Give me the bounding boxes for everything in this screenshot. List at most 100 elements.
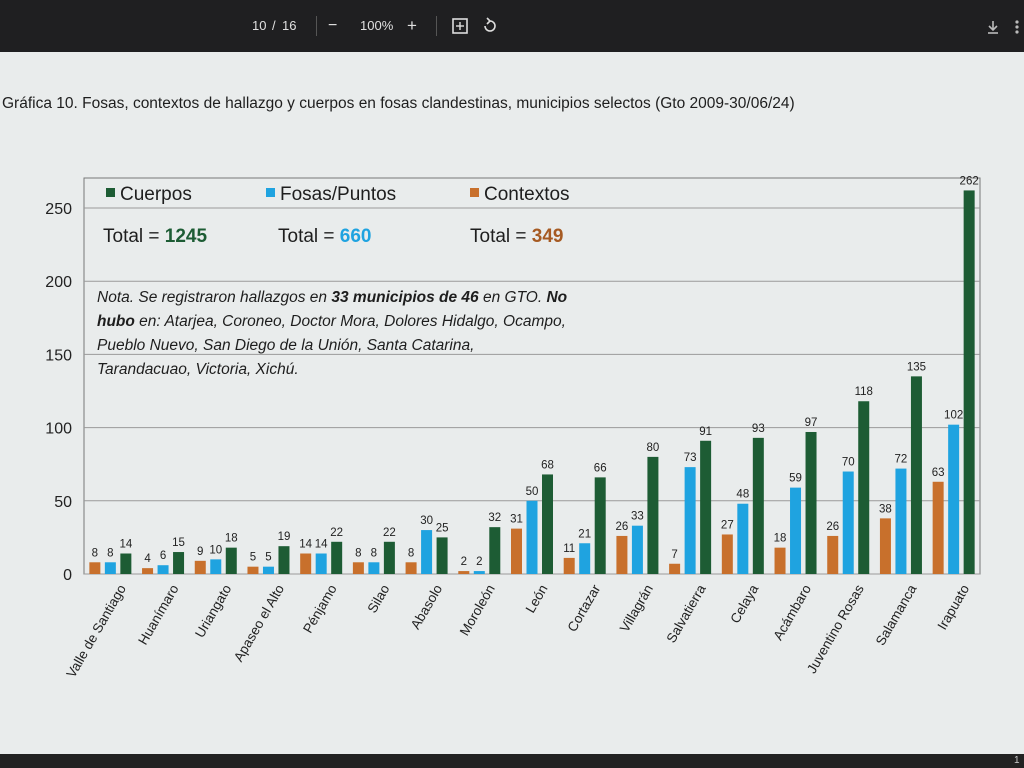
bar-fosas-puntos [526, 500, 538, 574]
data-label: 14 [119, 539, 132, 551]
bar-fosas-puntos [579, 543, 591, 574]
data-label: 9 [197, 546, 203, 558]
x-tick-label: Abasolo [408, 582, 445, 632]
x-tick-label: Uriangato [192, 582, 234, 640]
bar-contextos [879, 518, 891, 574]
series-totals: Total = 1245 Total = 660 Total = 349 [103, 226, 564, 247]
bar-contextos [89, 562, 101, 574]
x-tick-label: Celaya [727, 582, 761, 626]
data-label: 8 [355, 547, 361, 559]
note-line: Pueblo Nuevo, San Diego de la Unión, San… [97, 337, 474, 354]
note-line: hubo en: Atarjea, Coroneo, Doctor Mora, … [97, 313, 566, 330]
fit-page-icon[interactable] [451, 17, 469, 35]
data-label: 30 [420, 515, 433, 527]
bar-fosas-puntos [262, 566, 274, 574]
y-tick-label: 50 [54, 494, 72, 511]
data-label: 18 [774, 533, 787, 545]
bar-contextos [827, 535, 839, 574]
page-current[interactable]: 10 [252, 18, 267, 33]
note-segment: en: Atarjea, Coroneo, Doctor Mora, Dolor… [135, 313, 566, 330]
total-text: Total = 660 [278, 226, 372, 247]
y-tick-label: 0 [63, 567, 72, 584]
bar-cuerpos [700, 440, 712, 574]
x-tick-label: Cortazar [564, 582, 603, 635]
page-total: 16 [282, 18, 297, 33]
x-tick-label: Pénjamo [300, 582, 340, 636]
bar-cuerpos [383, 541, 395, 574]
legend-swatch [470, 188, 479, 197]
data-label: 25 [436, 522, 449, 534]
bar-cuerpos [173, 552, 185, 574]
note-segment: Tarandacuao, Victoria, Xichú. [97, 361, 299, 378]
page-separator: / [272, 18, 276, 33]
zoom-level[interactable]: 100% [360, 18, 394, 33]
total-value: 349 [532, 226, 564, 247]
bar-cuerpos [647, 456, 659, 574]
bar-cuerpos [489, 527, 501, 574]
data-label: 19 [278, 531, 291, 543]
data-label: 33 [631, 511, 644, 523]
bar-cuerpos [858, 401, 870, 574]
data-label: 5 [250, 552, 256, 564]
note-segment: en GTO. [479, 289, 547, 306]
data-label: 5 [265, 552, 271, 564]
bar-cuerpos [752, 437, 764, 574]
bar-contextos [932, 481, 944, 574]
bar-contextos [669, 563, 681, 574]
y-tick-label: 150 [45, 347, 72, 364]
chart-note: Nota. Se registraron hallazgos en 33 mun… [97, 289, 567, 378]
bottom-strip: 1 [0, 754, 1024, 768]
pdf-page [0, 52, 1024, 754]
data-label: 14 [315, 539, 328, 551]
note-segment: 33 municipios de 46 [331, 289, 479, 306]
data-label: 102 [944, 410, 963, 422]
data-label: 21 [578, 528, 591, 540]
bar-fosas-puntos [104, 562, 116, 574]
bar-fosas-puntos [631, 525, 643, 574]
bar-cuerpos [594, 477, 606, 574]
legend-swatch [266, 188, 275, 197]
total-text: Total = 1245 [103, 226, 207, 247]
bar-contextos [774, 547, 786, 574]
data-label: 11 [563, 543, 575, 555]
bar-contextos [721, 534, 733, 574]
zoom-out-button[interactable]: − [328, 17, 338, 34]
data-label: 14 [299, 539, 312, 551]
total-value: 660 [340, 226, 372, 247]
bar-fosas-puntos [842, 471, 854, 574]
zoom-in-button[interactable]: + [407, 16, 417, 35]
bar-fosas-puntos [790, 487, 802, 574]
x-axis-labels: Valle de Santiago Huanímaro UriangatoApase… [64, 582, 973, 681]
bar-fosas-puntos [157, 565, 169, 574]
data-label: 262 [960, 175, 979, 187]
bar-contextos [511, 528, 522, 574]
bar-cuerpos [910, 376, 922, 574]
toolbar-divider [436, 16, 437, 36]
bar-contextos [616, 535, 628, 574]
bar-contextos [247, 566, 259, 574]
total-value: 1245 [165, 226, 208, 247]
note-segment: hubo [97, 313, 135, 330]
more-options-icon[interactable] [1012, 19, 1022, 35]
bar-cuerpos [542, 474, 553, 574]
data-label: 32 [488, 512, 501, 524]
data-label: 18 [225, 533, 238, 545]
data-label: 2 [476, 556, 482, 568]
bar-contextos [352, 562, 364, 574]
rotate-icon[interactable] [481, 17, 499, 35]
data-label: 31 [510, 514, 523, 526]
x-tick-label: Salvatierra [663, 582, 708, 646]
data-label: 8 [371, 547, 377, 559]
x-tick-label: Valle de Santiago [64, 582, 129, 680]
bar-fosas-puntos [315, 553, 327, 574]
download-icon[interactable] [985, 19, 1001, 35]
bar-cuerpos [331, 541, 343, 574]
bar-contextos [458, 571, 470, 574]
pdf-viewer-toolbar: 10 / 16 − 100% + [0, 0, 1024, 52]
data-label: 91 [699, 426, 712, 438]
note-segment: Pueblo Nuevo, San Diego de la Unión, San… [97, 337, 474, 354]
data-label: 118 [855, 386, 873, 398]
bar-cuerpos [225, 547, 237, 574]
